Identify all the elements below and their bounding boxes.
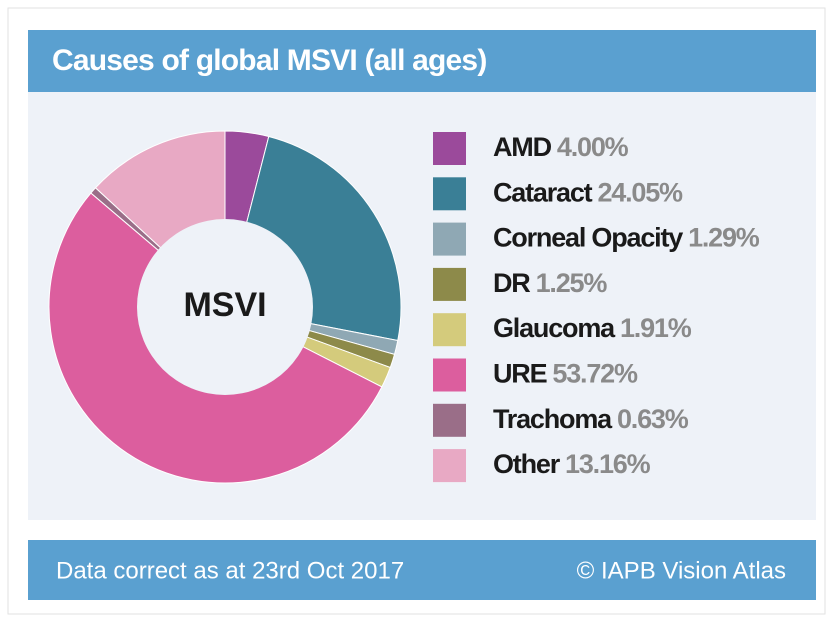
legend-name: Corneal Opacity: [493, 223, 683, 253]
legend-value: 4.00%: [557, 132, 629, 162]
legend-value: 53.72%: [552, 359, 638, 389]
legend-name: Cataract: [493, 177, 593, 207]
center-label: MSVI: [183, 286, 266, 324]
legend-name: Other: [493, 449, 561, 479]
legend-entry: Cataract 24.05%: [493, 177, 683, 207]
legend-swatch: [433, 358, 466, 392]
title-bar: [28, 30, 816, 92]
legend-value: 1.25%: [536, 268, 608, 298]
legend-name: AMD: [493, 132, 552, 162]
donut-hole: [137, 219, 313, 395]
legend-value: 1.29%: [688, 223, 760, 253]
legend-value: 0.63%: [617, 404, 689, 434]
legend-entry: DR 1.25%: [493, 268, 607, 298]
legend: AMD 4.00%Cataract 24.05%Corneal Opacity 1.2…: [433, 132, 761, 483]
legend-value: 13.16%: [565, 449, 651, 479]
legend-name: URE: [493, 359, 547, 389]
legend-entry: URE 53.72%: [493, 359, 638, 389]
legend-swatch: [433, 222, 466, 256]
footer-bar: [28, 540, 816, 600]
legend-swatch: [433, 449, 466, 483]
legend-entry: Corneal Opacity 1.29%: [493, 223, 760, 253]
legend-name: Glaucoma: [493, 313, 616, 343]
chart-title: Causes of global MSVI (all ages): [52, 44, 487, 77]
legend-entry: AMD 4.00%: [493, 132, 629, 162]
legend-value: 1.91%: [620, 313, 692, 343]
legend-swatch: [433, 267, 466, 301]
legend-name: Trachoma: [493, 404, 613, 434]
legend-swatch: [433, 313, 466, 347]
legend-name: DR: [493, 268, 530, 298]
legend-entry: Glaucoma 1.91%: [493, 313, 692, 343]
footnote: Data correct as at 23rd Oct 2017: [56, 557, 404, 584]
credit: © IAPB Vision Atlas: [577, 557, 786, 584]
legend-swatch: [433, 403, 466, 437]
legend-swatch: [433, 132, 466, 165]
legend-swatch: [433, 177, 466, 211]
legend-entry: Other 13.16%: [493, 449, 651, 479]
legend-entry: Trachoma 0.63%: [493, 404, 689, 434]
legend-value: 24.05%: [597, 177, 683, 207]
